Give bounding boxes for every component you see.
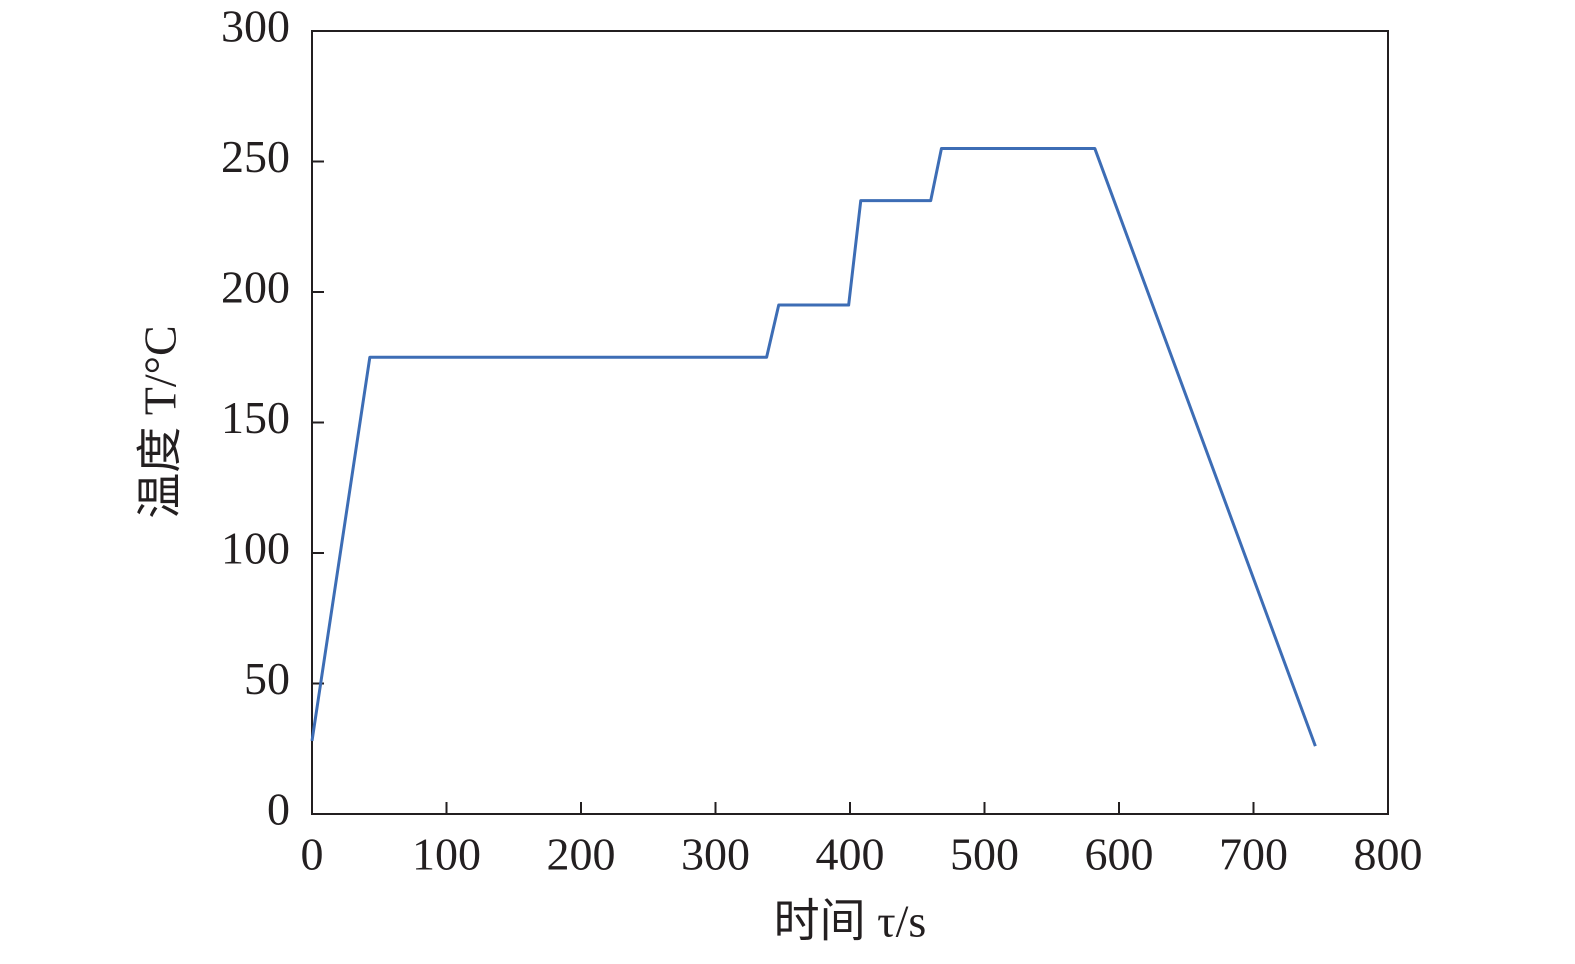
data-line [310, 146, 1317, 747]
x-tick-label: 0 [301, 829, 324, 880]
x-axis-label: 时间 τ/s [774, 896, 927, 947]
x-tick-label: 100 [412, 829, 481, 880]
x-tick-label: 400 [816, 829, 885, 880]
y-tick-label: 150 [221, 392, 290, 443]
x-tick-label: 700 [1219, 829, 1288, 880]
x-tick-label: 600 [1085, 829, 1154, 880]
x-tick-label: 300 [681, 829, 750, 880]
y-tick-label: 300 [221, 1, 290, 52]
y-tick-label: 250 [221, 131, 290, 182]
y-tick-label: 200 [221, 262, 290, 313]
y-tick-label: 50 [244, 653, 290, 704]
y-tick-label: 100 [221, 523, 290, 574]
x-tick-label: 200 [547, 829, 616, 880]
x-tick-label: 500 [950, 829, 1019, 880]
plot-frame [311, 30, 1389, 815]
x-tick-label: 800 [1354, 829, 1423, 880]
y-axis-label: 温度 T/°C [135, 325, 186, 518]
y-tick-label: 0 [267, 784, 290, 835]
